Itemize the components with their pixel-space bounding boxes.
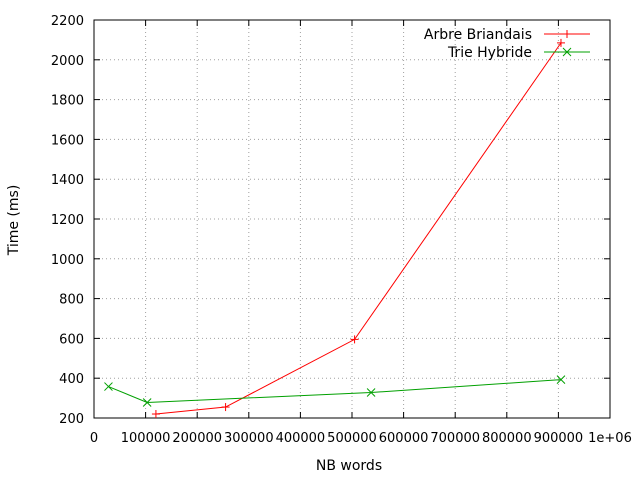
x-tick-label: 500000 [327,431,377,446]
x-tick-label: 1e+06 [588,431,632,446]
marker-stroke [142,398,152,407]
y-tick-label: 1000 [51,253,84,268]
x-tick-label: 700000 [430,431,480,446]
x-tick-label: 100000 [121,431,171,446]
axis-ticks: 200 400 600 800 1000 1200 1400 1600 1800 2000 2200… [51,14,632,446]
legend-label: Trie Hybride [447,45,532,61]
marker-stroke [556,375,566,384]
legend: Arbre Briandais Trie Hybride [424,27,590,61]
legend-swatch-marker [563,30,571,38]
data-point [104,382,113,391]
data-point [556,375,566,384]
data-point [556,38,565,47]
y-tick-label: 600 [59,332,84,347]
data-point [151,410,160,419]
grid-lines [94,20,610,418]
x-tick-label: 800000 [482,431,532,446]
y-tick-label: 800 [59,293,84,308]
series-line [108,379,562,403]
y-tick-label: 400 [59,372,84,387]
x-tick-label: 0 [90,431,98,446]
y-tick-label: 1200 [51,213,84,228]
x-axis-label: NB words [316,458,382,474]
x-tick-label: 200000 [172,431,222,446]
marker-stroke [104,382,113,391]
legend-swatch-marker [562,47,572,57]
series-line [155,42,562,415]
y-tick-label: 1800 [51,94,84,109]
y-axis-label: Time (ms) [6,185,22,257]
series-layer [104,38,566,419]
marker-stroke [562,47,572,57]
data-point [142,398,152,407]
x-tick-label: 600000 [379,431,429,446]
series-1 [104,375,566,407]
data-point [221,403,230,412]
series-0 [151,38,565,419]
marker-stroke [366,388,376,397]
y-tick-label: 2200 [51,14,84,29]
data-point [350,335,359,344]
y-tick-label: 1600 [51,133,84,148]
y-tick-label: 200 [59,412,84,427]
plot-frame [93,19,611,419]
x-tick-label: 400000 [276,431,326,446]
y-tick-label: 2000 [51,54,84,69]
legend-label: Arbre Briandais [424,27,532,43]
x-tick-label: 900000 [534,431,584,446]
x-tick-label: 300000 [224,431,274,446]
y-tick-label: 1400 [51,173,84,188]
data-point [366,388,376,397]
